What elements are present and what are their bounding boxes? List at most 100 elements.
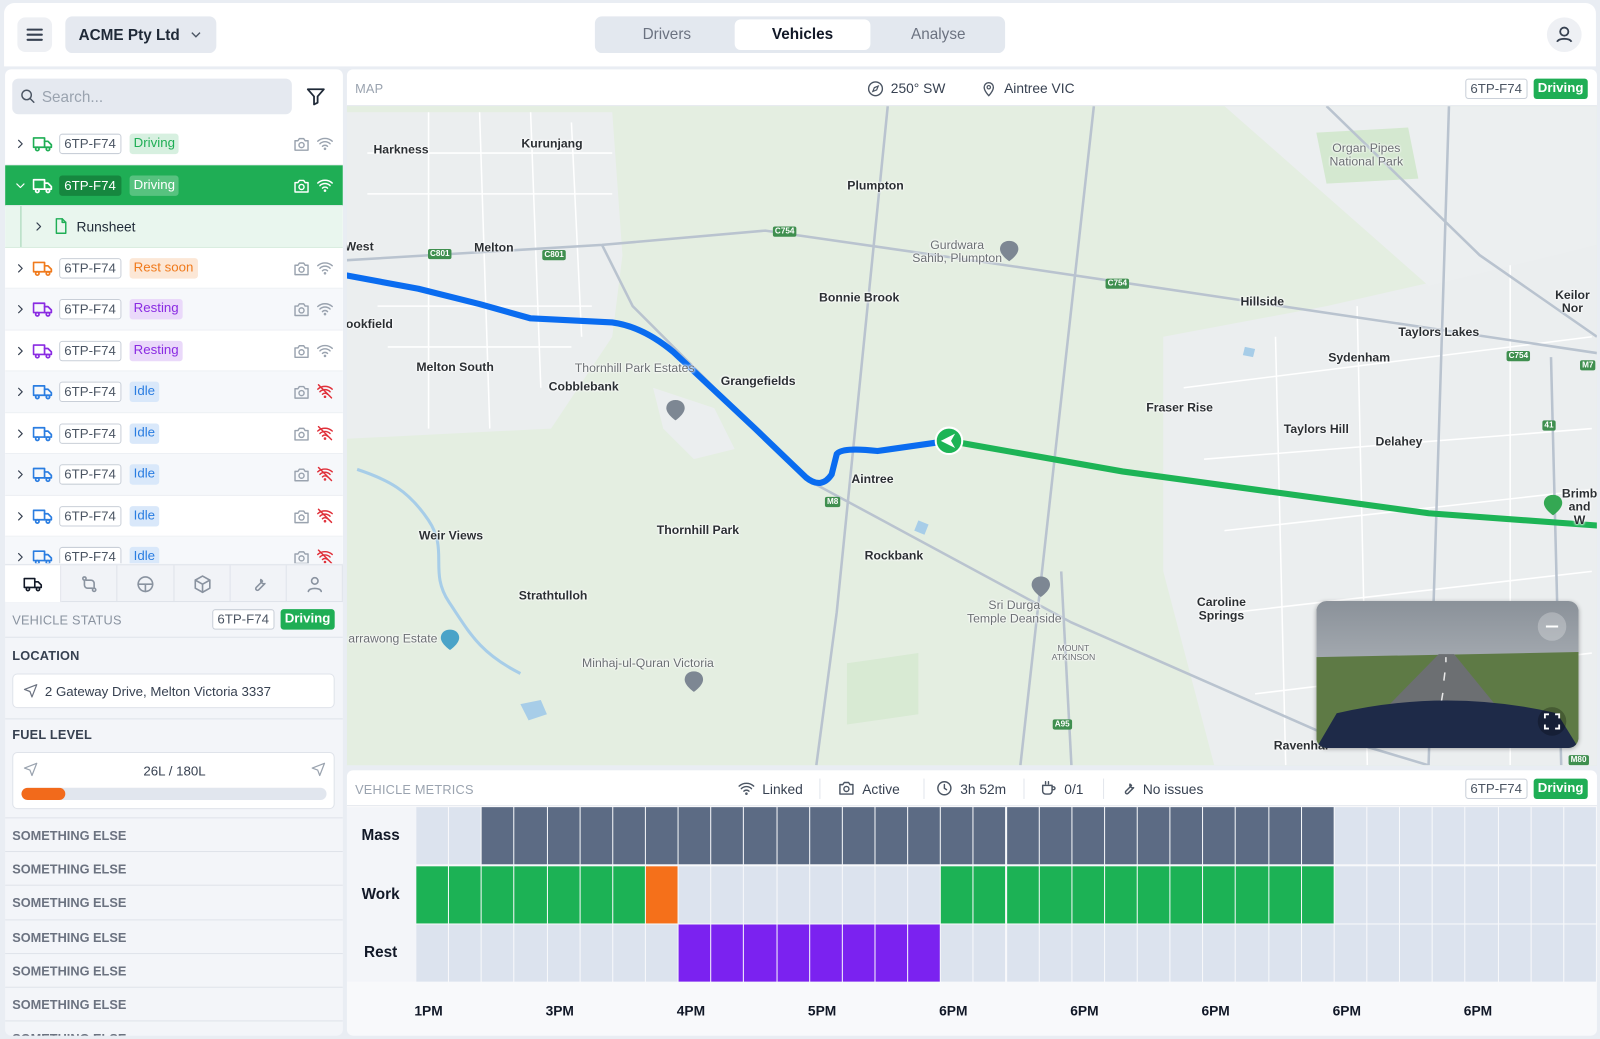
section-label: SOMETHING ELSE: [12, 997, 127, 1013]
place-label: Hillside: [1240, 294, 1285, 309]
icon-part: [294, 344, 309, 358]
icon-part: [32, 302, 46, 314]
icon-part: [32, 467, 53, 483]
icon-part: [32, 302, 53, 317]
icon-part: [294, 261, 309, 275]
vehicle-row[interactable]: 6TP-F74 Idle: [5, 495, 343, 537]
icon-part: [1556, 37, 1573, 43]
icon-part: [294, 385, 309, 399]
icon-part: [33, 580, 43, 589]
user-button[interactable]: [1546, 17, 1582, 53]
section-row[interactable]: SOMETHING ELSE: [5, 988, 343, 1022]
vehicle-icon: [32, 506, 53, 526]
chevron-right[interactable]: [13, 509, 27, 523]
detail-tab[interactable]: [118, 565, 175, 603]
vehicle-row[interactable]: 6TP-F74 Idle: [5, 454, 343, 496]
icon-part: [194, 579, 211, 594]
vehicle-row[interactable]: 6TP-F74 Resting: [5, 288, 343, 331]
vehicle-row[interactable]: 6TP-F74 Driving: [5, 164, 343, 207]
plate-badge: 6TP-F74: [59, 422, 121, 444]
vehicle-row[interactable]: 6TP-F74 Idle: [5, 536, 343, 564]
section-label: SOMETHING ELSE: [12, 862, 127, 877]
icon-part: [294, 179, 309, 193]
chevron-right[interactable]: [13, 385, 27, 399]
place-label: Rockbank: [864, 548, 924, 563]
tab[interactable]: Vehicles: [734, 19, 871, 50]
filter-button[interactable]: [305, 86, 326, 107]
vehicle-row[interactable]: 6TP-F74 Driving: [5, 123, 343, 165]
place-label: Bonnie Brook: [819, 290, 900, 305]
icon-part: [18, 387, 23, 397]
vehicle-row[interactable]: 6TP-F74 Idle: [5, 371, 343, 413]
place-label: Grangefields: [720, 373, 796, 389]
detail-tab[interactable]: [61, 565, 118, 603]
vehicle-row[interactable]: 6TP-F74 Resting: [5, 330, 343, 372]
camera-feed[interactable]: [1316, 601, 1579, 748]
detail-tab[interactable]: [287, 565, 344, 603]
runsheet-row[interactable]: Runsheet: [5, 206, 343, 248]
icon-part: [298, 513, 305, 521]
icon-part: [16, 182, 25, 188]
icon-part: [26, 28, 43, 41]
icon-part: [32, 137, 53, 152]
chevron-right[interactable]: [13, 550, 27, 563]
chevron-right[interactable]: [13, 467, 27, 481]
chevron-down[interactable]: [13, 178, 27, 192]
fullscreen-button[interactable]: [1537, 707, 1567, 736]
icon-part: [32, 178, 46, 190]
navigate-icon: [23, 684, 38, 698]
tab[interactable]: Analyse: [911, 25, 966, 43]
menu-button[interactable]: [17, 17, 53, 53]
park: [846, 653, 919, 725]
section-row[interactable]: SOMETHING ELSE: [5, 818, 343, 853]
user-icon: [1556, 26, 1573, 43]
badge: Resting: [129, 340, 183, 361]
status-row: VEHICLE STATUS: [5, 602, 343, 638]
vehicle-row[interactable]: 6TP-F74 Idle: [5, 412, 343, 455]
company-selector[interactable]: ACME Pty Ltd: [65, 16, 217, 54]
tab[interactable]: Drivers: [642, 25, 692, 43]
chevron-right[interactable]: [13, 261, 27, 275]
icon-part: [317, 179, 333, 184]
icon-part: [32, 509, 46, 521]
icon-part: [254, 578, 266, 592]
detail-tab[interactable]: [230, 565, 287, 603]
chevron-right[interactable]: [13, 137, 27, 151]
section-row[interactable]: SOMETHING ELSE: [5, 954, 343, 988]
icon-part: [317, 344, 333, 349]
icon-part: [18, 263, 23, 273]
vehicle-row[interactable]: 6TP-F74 Rest soon: [5, 247, 343, 289]
icon-part: [317, 344, 333, 357]
badge: Rest soon: [129, 257, 198, 279]
icon-part: [34, 270, 40, 276]
section-row[interactable]: SOMETHING ELSE: [5, 852, 343, 887]
place-label: Keilor Nor: [1555, 287, 1590, 316]
chevron-right[interactable]: [13, 302, 27, 316]
chevron-right[interactable]: [13, 343, 27, 357]
detail-tab[interactable]: [174, 565, 231, 603]
icon-part: [298, 472, 305, 479]
search-input[interactable]: Search...: [12, 78, 292, 115]
detail-tab[interactable]: [5, 565, 62, 603]
plate-badge: 6TP-F74: [59, 298, 121, 320]
section-row[interactable]: SOMETHING ELSE: [5, 1022, 343, 1036]
icon-part: [294, 509, 309, 523]
icon-part: [317, 468, 333, 473]
icon-part: [85, 579, 96, 590]
doc-icon: [52, 217, 69, 234]
section-row[interactable]: SOMETHING ELSE: [5, 886, 343, 920]
icon-part: [32, 509, 53, 524]
icon-part: [317, 303, 333, 308]
place-label: West: [346, 239, 374, 254]
chevron-right[interactable]: [32, 219, 46, 233]
chevron-right[interactable]: [13, 426, 27, 440]
icon-part: [18, 305, 23, 314]
section-row[interactable]: SOMETHING ELSE: [5, 920, 343, 954]
map[interactable]: Harkness Kurunjang Plumpton Organ Pipes Nat…: [346, 106, 1597, 766]
icon-part: [36, 222, 42, 231]
icon-part: [32, 261, 53, 276]
signal-icon: [316, 341, 333, 358]
metrics-title: VEHICLE METRICS: [355, 782, 474, 797]
poi-pin: [999, 240, 1019, 262]
icon-part: [317, 385, 333, 390]
